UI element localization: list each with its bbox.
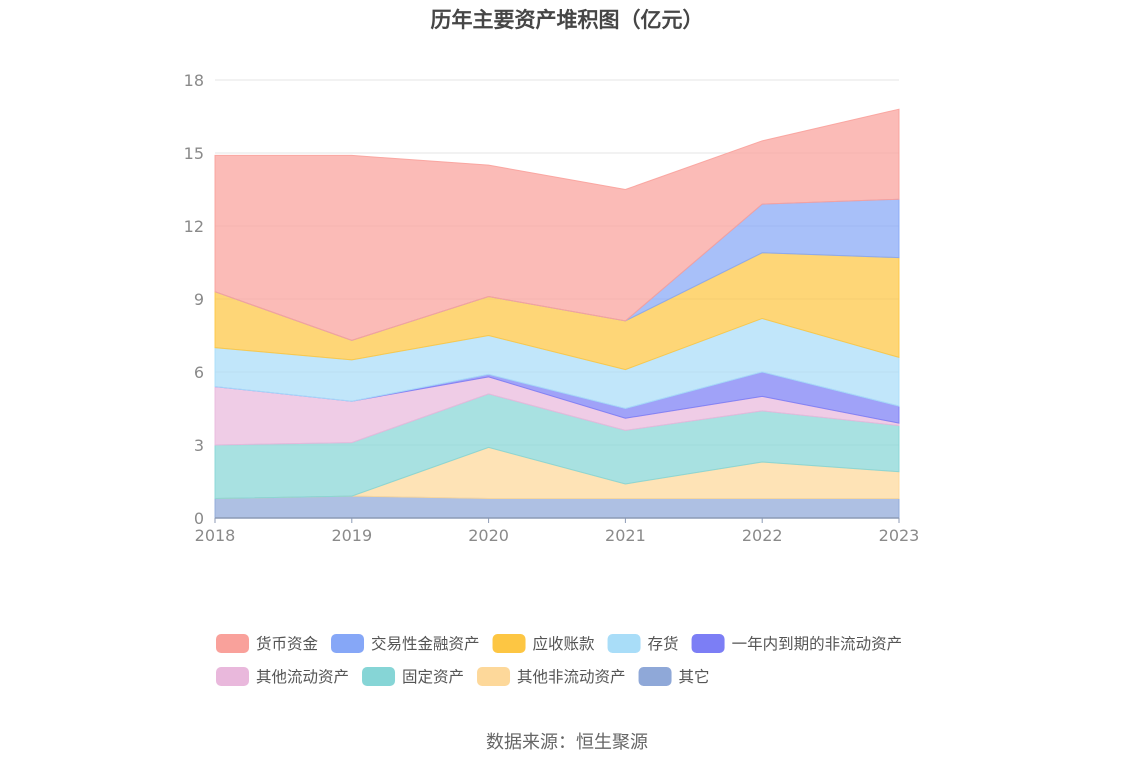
y-tick-label: 9 xyxy=(194,290,204,309)
legend-swatch xyxy=(638,667,672,686)
chart-title: 历年主要资产堆积图（亿元） xyxy=(430,8,704,32)
x-tick-label: 2023 xyxy=(879,526,920,545)
legend-item-3[interactable]: 其他流动资产 xyxy=(216,667,349,686)
legend-swatch xyxy=(607,634,641,653)
legend-swatch xyxy=(691,634,725,653)
legend-swatch xyxy=(216,667,249,686)
y-tick-label: 15 xyxy=(184,144,204,163)
legend-swatch xyxy=(216,634,249,653)
x-tick-label: 2022 xyxy=(742,526,783,545)
legend-label: 一年内到期的非流动资产 xyxy=(732,635,903,653)
x-tick-label: 2020 xyxy=(468,526,509,545)
x-tick-label: 2021 xyxy=(605,526,646,545)
legend-label: 固定资产 xyxy=(402,668,464,686)
legend-swatch xyxy=(492,634,526,653)
legend-label: 其他非流动资产 xyxy=(517,668,626,686)
legend-swatch xyxy=(477,667,511,686)
legend-label: 交易性金融资产 xyxy=(371,635,480,653)
legend-item-7[interactable]: 交易性金融资产 xyxy=(331,634,480,653)
legend-swatch xyxy=(331,634,365,653)
legend-label: 其他流动资产 xyxy=(256,668,349,686)
data-source-note: 数据来源：恒生聚源 xyxy=(486,732,648,753)
y-tick-label: 3 xyxy=(194,436,204,455)
y-tick-label: 6 xyxy=(194,363,204,382)
legend-item-0[interactable]: 其它 xyxy=(638,667,710,686)
legend-label: 存货 xyxy=(648,635,679,653)
y-tick-label: 18 xyxy=(184,71,204,90)
y-tick-label: 12 xyxy=(184,217,204,236)
legend-item-5[interactable]: 存货 xyxy=(607,634,679,653)
legend-label: 货币资金 xyxy=(256,635,319,653)
legend-item-1[interactable]: 其他非流动资产 xyxy=(477,667,626,686)
x-tick-label: 2019 xyxy=(331,526,372,545)
legend-item-8[interactable]: 货币资金 xyxy=(216,634,319,653)
series-area-0 xyxy=(214,495,900,519)
legend-swatch xyxy=(362,667,396,686)
legend-label: 其它 xyxy=(679,668,710,686)
legend-label: 应收账款 xyxy=(533,634,596,653)
y-tick-label: 0 xyxy=(194,509,204,528)
axes: 0 3 6 9 12 15 18 2018 2019 2020 2021 2022 2023 xyxy=(184,71,920,545)
legend-item-6[interactable]: 应收账款 xyxy=(492,634,596,653)
legend-item-4[interactable]: 一年内到期的非流动资产 xyxy=(691,634,903,653)
legend-item-2[interactable]: 固定资产 xyxy=(362,667,464,686)
series-areas xyxy=(214,108,900,519)
x-tick-label: 2018 xyxy=(195,526,236,545)
series-area-8 xyxy=(214,108,900,341)
